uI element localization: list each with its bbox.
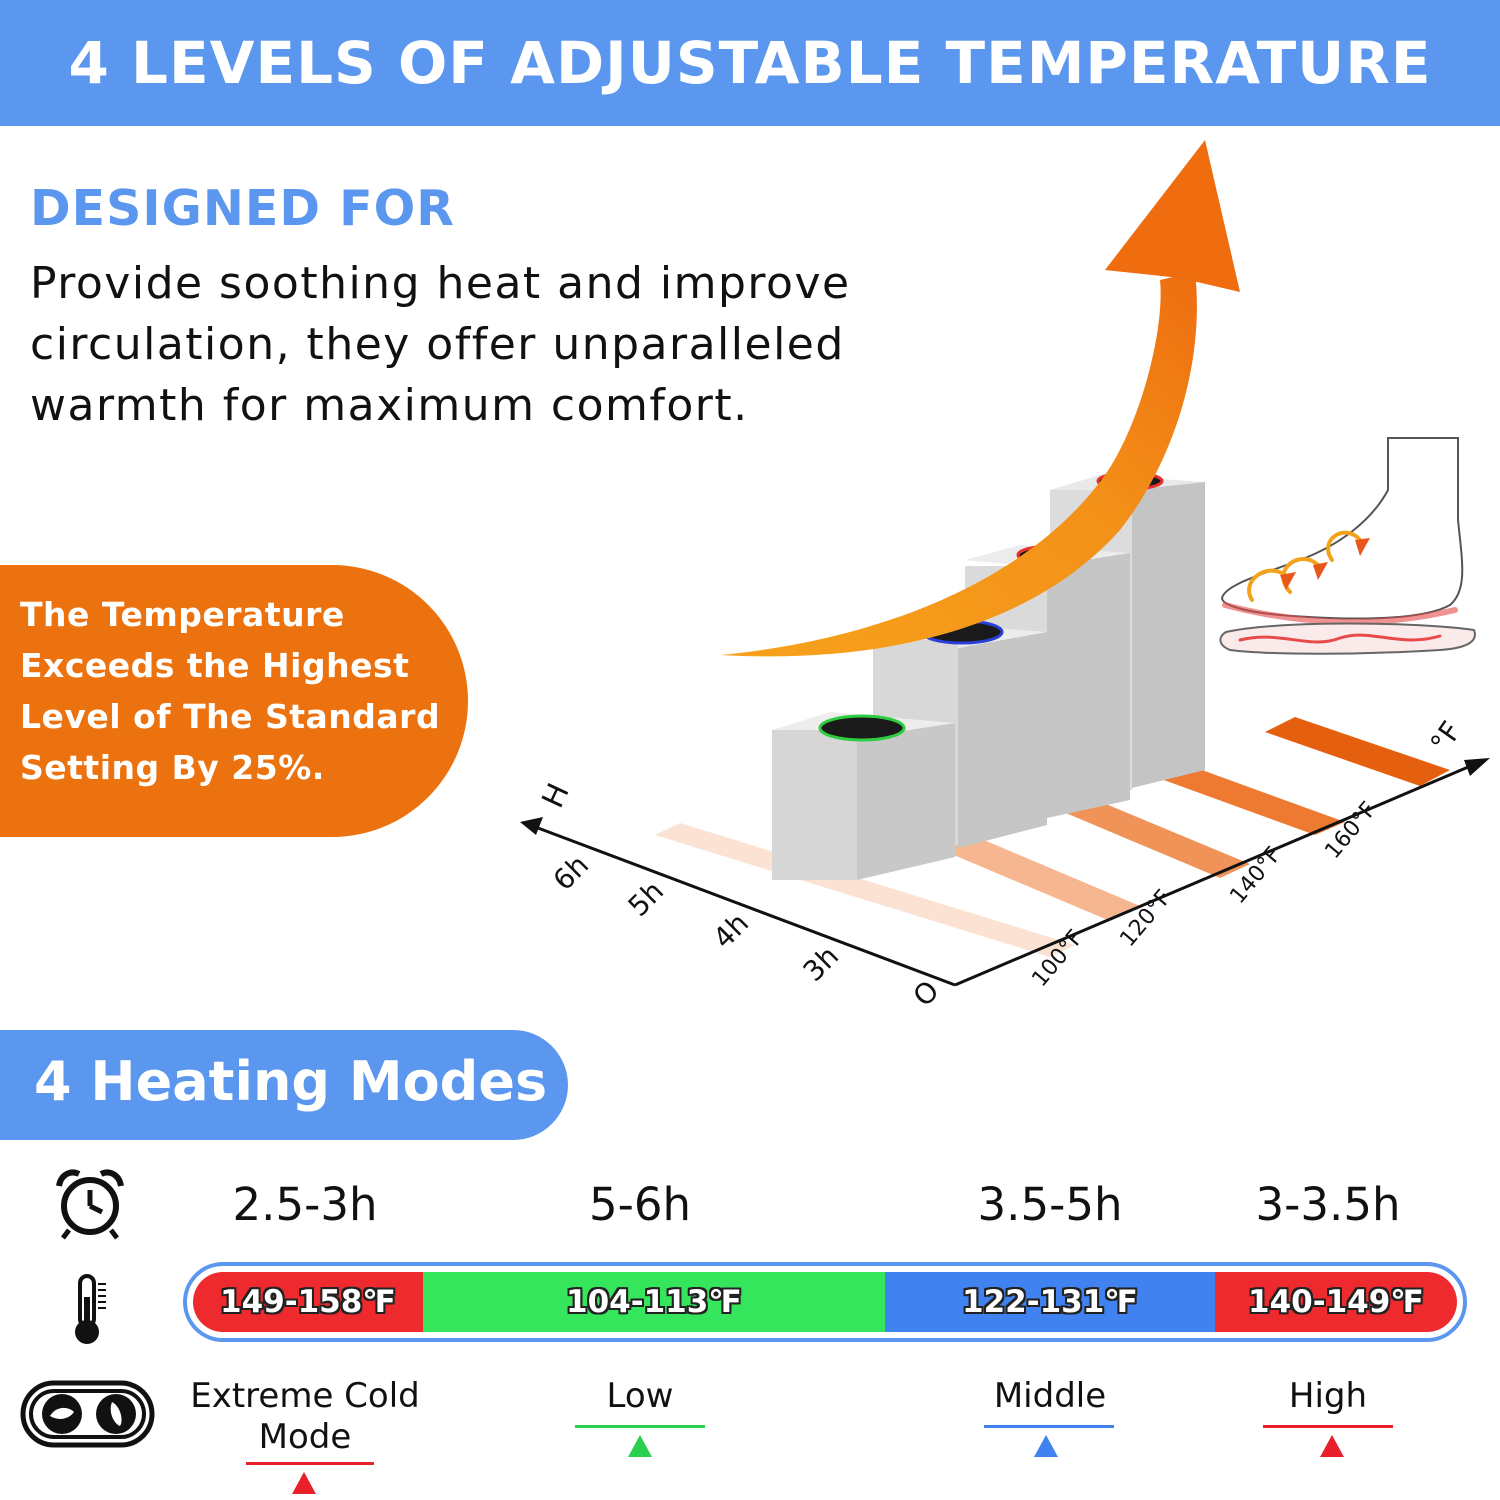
- mode-underline: [575, 1425, 705, 1428]
- callout-line: Level of The Standard: [20, 697, 441, 736]
- temp-segment-low: 104-113℉: [423, 1272, 885, 1332]
- mode-label-high: High: [1289, 1376, 1367, 1417]
- temp-tick: 160°F: [1320, 797, 1381, 863]
- description-line: Provide soothing heat and improve: [30, 258, 851, 309]
- up-arrow-icon: [720, 140, 1240, 657]
- time-tick: 5h: [622, 874, 670, 922]
- temperature-bar-frame: [183, 1262, 1467, 1342]
- mode-underline: [984, 1425, 1114, 1428]
- callout-line: The Temperature: [20, 595, 345, 634]
- heating-modes-title: 4 Heating Modes: [34, 1050, 548, 1113]
- temp-range: 149-158℉: [220, 1284, 396, 1320]
- temp-segment-high: 140-149℉: [1215, 1272, 1457, 1332]
- axes: [520, 758, 1490, 987]
- level-1-indicator: [818, 714, 906, 742]
- mode-duration: 2.5-3h: [232, 1178, 378, 1231]
- designed-for-title: DESIGNED FOR: [30, 180, 455, 237]
- mode-label-line: Middle: [993, 1376, 1107, 1416]
- header-title: 4 LEVELS OF ADJUSTABLE TEMPERATURE: [68, 29, 1432, 97]
- mode-underline: [246, 1462, 374, 1465]
- temp-tick: 120°F: [1115, 885, 1176, 951]
- heat-mode-button-icon: [20, 1380, 155, 1448]
- foot-icon: [1219, 437, 1476, 655]
- temp-segment-middle: 122-131℉: [885, 1272, 1215, 1332]
- mode-marker-triangle: [1034, 1435, 1058, 1457]
- temp-range: 104-113℉: [566, 1284, 742, 1320]
- temp-tick: 140°F: [1225, 842, 1286, 908]
- temp-range: 122-131℉: [962, 1284, 1138, 1320]
- temperature-bar: 149-158℉ 104-113℉ 122-131℉ 140-149℉: [193, 1272, 1457, 1332]
- temperature-callout: The Temperature Exceeds the Highest Leve…: [0, 565, 468, 837]
- description-line: circulation, they offer unparalleled: [30, 319, 845, 370]
- mode-label-line: High: [1288, 1376, 1368, 1416]
- callout-line: Setting By 25%.: [20, 748, 325, 787]
- page-header: 4 LEVELS OF ADJUSTABLE TEMPERATURE: [0, 0, 1500, 126]
- time-tick: 3h: [797, 939, 845, 987]
- mode-marker-triangle: [1320, 1435, 1344, 1457]
- temp-range: 140-149℉: [1248, 1284, 1424, 1320]
- mode-duration: 3-3.5h: [1255, 1178, 1401, 1231]
- alarm-clock-icon: [56, 1169, 124, 1240]
- time-tick: 4h: [707, 906, 755, 954]
- time-axis-unit: H: [536, 778, 577, 813]
- temp-segment-extreme: 149-158℉: [193, 1272, 423, 1332]
- mode-duration: 3.5-5h: [977, 1178, 1123, 1231]
- mode-label-line: Extreme Cold: [190, 1376, 420, 1416]
- temp-axis-unit: °F: [1424, 715, 1468, 759]
- callout-line: Exceeds the Highest: [20, 646, 410, 685]
- mode-label-line: Low: [606, 1376, 674, 1416]
- thermometer-icon: [75, 1274, 106, 1344]
- designed-for-description: Provide soothing heat and improve circul…: [30, 253, 930, 436]
- mode-underline: [1263, 1425, 1393, 1428]
- mode-marker-triangle: [628, 1435, 652, 1457]
- mode-label-line: Mode: [258, 1417, 352, 1457]
- mode-label-middle: Middle: [994, 1376, 1106, 1417]
- mode-label-low: Low: [607, 1376, 674, 1417]
- time-tick: 6h: [547, 848, 595, 896]
- heating-modes-header: 4 Heating Modes: [0, 1030, 568, 1140]
- mode-marker-triangle: [292, 1472, 316, 1494]
- mode-duration: 5-6h: [588, 1178, 692, 1231]
- description-line: warmth for maximum comfort.: [30, 380, 749, 431]
- mode-label-extreme-cold: Extreme Cold Mode: [190, 1376, 420, 1458]
- temperature-steps-illustration: H 6h 5h 4h 3h O 100°F 120°F 140°F 160°F …: [520, 140, 1490, 1013]
